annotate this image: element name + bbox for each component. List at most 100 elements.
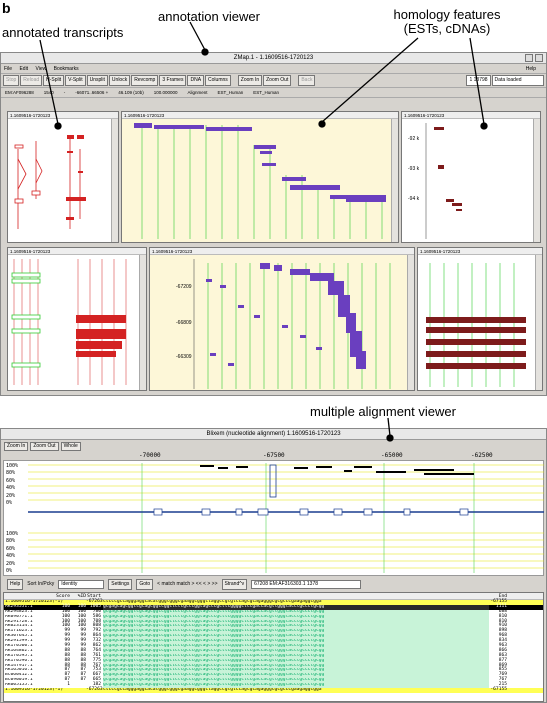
alignment-row[interactable]: AK293551.1 100 100 1005 gcgagcagcggtcgcagcgg… (4, 603, 543, 610)
pane-top-center[interactable]: 1.1609516-1720123 (121, 111, 399, 243)
info-feature-name: EM:AF096288 (5, 90, 34, 95)
alignment-row[interactable]: AK090771.1 100 100 586 gcgagcagcggtcgcagcggc… (4, 614, 543, 620)
pane-bottom-center[interactable]: 1.1609516-1720123 -67209 -66809 -66309 (149, 247, 415, 391)
row-name: AK291728.1 (5, 619, 33, 624)
alignment-row[interactable]: AK005155.1 1 182 gcgagcagcggtcgcagcggccggct… (4, 682, 543, 689)
reference-row-top: 1.1609516-1720123(-1) -67263 ctcccgccagg… (4, 599, 543, 605)
strand-button[interactable]: Strand^v (221, 578, 248, 590)
three-frames-button[interactable]: 3 Frames (159, 75, 187, 86)
alignment-list[interactable]: Score %ID Start End 1.1609516-1720123(-1… (3, 592, 544, 702)
alignment-row[interactable]: AK170560.1 99 99 862 gcgagcagcggtcgcagcggccg… (4, 643, 543, 649)
zmap-window: ZMap.1 - 1.1609516-1720123 File Edit Vie… (0, 52, 547, 396)
col-score[interactable]: Score (56, 594, 70, 599)
menu-bookmarks[interactable]: Bookmarks (53, 66, 79, 72)
goto-button[interactable]: Goto (136, 578, 154, 590)
row-start: 775 (92, 657, 101, 663)
zoom-in-button[interactable]: Zoom In (237, 75, 263, 86)
alignment-row[interactable]: AK307645.1 99 99 864 gcgagcagcggtcgcagcggccg… (4, 633, 543, 640)
blixem-toolbar: Zoom In Zoom Out Whole (1, 440, 546, 452)
help-button[interactable]: Help (7, 578, 24, 590)
pane-scrollbar[interactable] (139, 255, 146, 390)
alignment-row[interactable]: AK291728.1 100 100 708 gcgagcagcggtcgcagcggc… (4, 619, 543, 625)
stop-button[interactable]: Stop (3, 75, 20, 86)
coord-box[interactable]: 1 13798 (466, 75, 491, 86)
reload-button[interactable]: Reload (20, 75, 43, 86)
menu-help[interactable]: Help (525, 66, 536, 72)
pane-scrollbar[interactable] (407, 255, 414, 390)
pane-bottom-right[interactable]: 1.1609516-1720123 (417, 247, 543, 391)
row-end: 877 (498, 657, 507, 663)
row-start: 764 (92, 647, 101, 653)
zoom-in-button[interactable]: Zoom In (4, 441, 29, 451)
menu-file[interactable]: File (4, 66, 13, 72)
alignment-row[interactable]: AK170595.1 88 88 761 gcgagcagcggtcgcagcggccg… (4, 652, 543, 659)
alignment-row[interactable]: BC060412.1 87 87 667 gcgagcagcggtcgcagcggccg… (4, 672, 543, 679)
blixem-overview[interactable]: 100% 80% 60% 40% 20% 0% 100% 80% 60% 40%… (3, 460, 544, 576)
pane-top-left[interactable]: 1.1609516-1720123 (7, 111, 119, 243)
alignment-row[interactable]: AK170596.1 88 88 775 gcgagcagcggtcgcagcggccg… (4, 657, 543, 664)
ref-start: -67263 (86, 687, 103, 693)
vsplit-button[interactable]: V-Split (65, 75, 86, 86)
pct-label: 20% (6, 492, 16, 499)
hsplit-button[interactable]: H-Split (43, 75, 65, 86)
pane-top-right[interactable]: 1.1609516-1720123 -92 k -93 k -94 k (401, 111, 541, 243)
alignment-row[interactable]: AK147917.1 88 88 767 gcgagcagcggtcgcagcggccg… (4, 663, 543, 669)
alignment-row[interactable]: AK171623.1 99 99 792 gcgagcagcggtcgcagcggccg… (4, 628, 543, 635)
blixem-title: Blixem (nucleotide alignment) 1.1609516-… (206, 431, 341, 437)
pct-label: 40% (6, 485, 16, 492)
unsplit-button[interactable]: Unsplit (86, 75, 108, 86)
row-start: 1005 (89, 603, 101, 609)
pane-scrollbar[interactable] (111, 119, 118, 242)
ruler-label: -94 k (408, 196, 420, 202)
row-name: AK005155.1 (5, 683, 33, 688)
ruler-label: -93 k (408, 166, 420, 172)
row-name: AK291599.1 (5, 639, 33, 644)
pane-scrollbar[interactable] (533, 119, 540, 242)
zoom-out-button[interactable]: Zoom Out (263, 75, 292, 86)
menu-edit[interactable]: Edit (19, 66, 29, 72)
row-name: AK165016.1 (5, 668, 33, 673)
ruler-label: -66809 (176, 320, 192, 326)
pane-scrollbar[interactable] (391, 119, 398, 242)
alignment-row[interactable]: AK165016.1 87 87 753 gcgagcagcggtcgcagcggccg… (4, 667, 543, 674)
row-seq: gcgagcagcggtcgcagcggccggctctcgcccggtagcc… (103, 619, 489, 625)
alignment-row[interactable]: AK164862.1 88 88 764 gcgagcagcggtcgcagcggccg… (4, 647, 543, 654)
row-score: 88 (64, 652, 70, 658)
callout-homology-line1: homology features (393, 7, 501, 22)
sort-select[interactable]: Identity (58, 579, 105, 589)
row-score: 87 (64, 667, 70, 673)
callout-multiple-alignment-viewer: multiple alignment viewer (310, 404, 456, 419)
row-score: 100 (61, 608, 70, 614)
position-field[interactable]: 67208 EM:AF316303.1 1378 (251, 579, 362, 589)
settings-button[interactable]: Settings (108, 578, 133, 590)
pane-bottom-left[interactable]: 1.1609516-1720123 (7, 247, 147, 391)
dna-button[interactable]: DNA (187, 75, 205, 86)
unlock-button[interactable]: Unlock (108, 75, 131, 86)
zoom-out-button[interactable]: Zoom Out (30, 441, 59, 451)
back-button[interactable]: Back (298, 75, 316, 86)
revcomp-button[interactable]: Revcomp (131, 75, 159, 86)
blixem-titlebar[interactable]: Blixem (nucleotide alignment) 1.1609516-… (1, 429, 546, 440)
col-end[interactable]: End (498, 594, 507, 599)
col-start[interactable]: Start (87, 594, 101, 599)
row-name: AK293551.1 (5, 604, 33, 609)
pane-scrollbar[interactable] (535, 255, 542, 390)
columns-button[interactable]: Columns (205, 75, 231, 86)
zmap-close-icon[interactable] (535, 54, 543, 62)
menu-view[interactable]: View (35, 66, 47, 72)
ruler-label: -67209 (176, 284, 192, 290)
alignment-row[interactable]: BC090019.1 87 87 665 gcgagcagcggtcgcagcggccg… (4, 677, 543, 684)
info-coords: 46.109 (10b) (118, 90, 144, 95)
alignment-row[interactable]: AK294823.1 100 100 780 gcgagcagcggtcgcagcggc… (4, 608, 543, 615)
alignment-row[interactable]: AK291599.1 99 99 732 gcgagcagcggtcgcagcggccg… (4, 638, 543, 645)
zmap-titlebar[interactable]: ZMap.1 - 1.1609516-1720123 (1, 53, 546, 64)
alignment-row[interactable]: AK023114.1 100 100 808 gcgagcagcggtcgcagcggc… (4, 624, 543, 630)
pct-label: 80% (6, 470, 16, 477)
ref-start: -67263 (86, 599, 103, 604)
whole-button[interactable]: Whole (60, 441, 81, 451)
row-name: AK170595.1 (5, 653, 33, 658)
col-id[interactable]: %ID (77, 594, 86, 599)
zmap-maximize-icon[interactable] (525, 54, 533, 62)
zmap-infobar: EM:AF096288 1540 - -66071..66506 + 46.10… (1, 88, 546, 98)
navigation-buttons[interactable]: < match match > << < > >> (157, 581, 218, 587)
